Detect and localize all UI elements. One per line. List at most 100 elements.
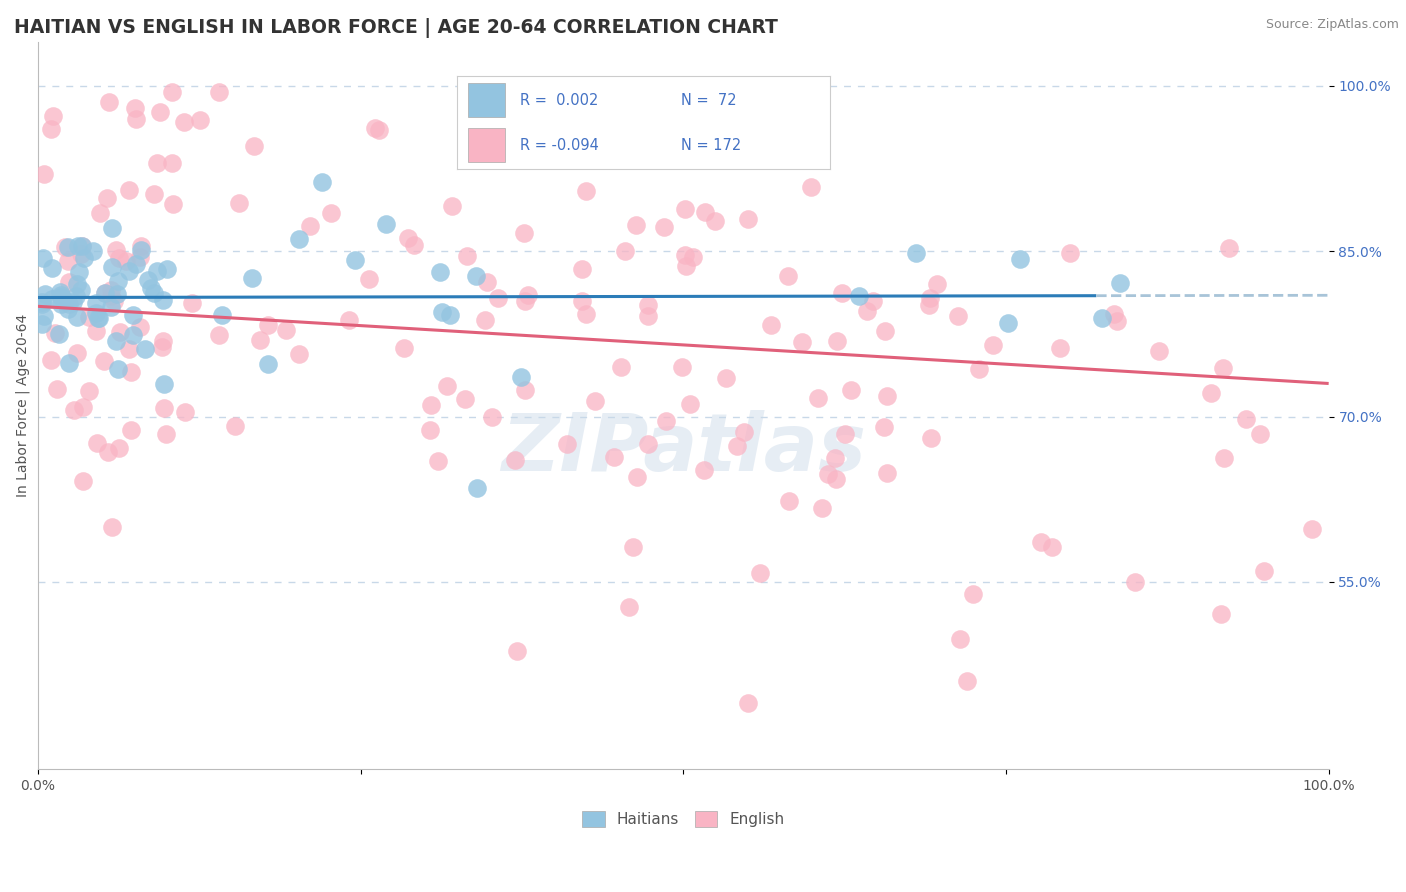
Y-axis label: In Labor Force | Age 20-64: In Labor Force | Age 20-64 <box>15 314 30 497</box>
Point <box>89 205 111 219</box>
Point <box>100 221 122 235</box>
Point <box>1091 310 1114 325</box>
Point <box>46 382 69 396</box>
Point <box>105 287 128 301</box>
Point <box>465 481 488 495</box>
Point <box>65 310 87 325</box>
Text: N =  72: N = 72 <box>681 93 737 108</box>
Point <box>56 254 79 268</box>
Point <box>946 309 969 323</box>
Point <box>759 318 782 332</box>
Point <box>41 293 63 307</box>
Point <box>737 212 759 227</box>
Point <box>129 320 152 334</box>
Point <box>62 294 84 309</box>
Point <box>873 420 896 434</box>
Point <box>652 219 675 234</box>
Point <box>84 324 107 338</box>
Point <box>101 520 124 534</box>
Point <box>949 632 972 647</box>
Point <box>162 197 184 211</box>
Point <box>617 600 640 615</box>
Point <box>67 265 90 279</box>
Point <box>475 275 498 289</box>
Point <box>613 244 636 258</box>
Point <box>1049 341 1071 355</box>
Point <box>86 295 108 310</box>
Text: HAITIAN VS ENGLISH IN LABOR FORCE | AGE 20-64 CORRELATION CHART: HAITIAN VS ENGLISH IN LABOR FORCE | AGE … <box>14 18 778 37</box>
Point <box>208 85 231 99</box>
Point <box>34 309 56 323</box>
Point <box>319 206 342 220</box>
Bar <box>468 83 505 117</box>
Point <box>1211 607 1233 621</box>
Point <box>160 85 183 99</box>
Point <box>97 95 120 109</box>
Point <box>419 423 441 437</box>
Point <box>82 244 104 259</box>
Point <box>117 183 139 197</box>
Point <box>150 340 173 354</box>
Point <box>108 441 131 455</box>
Point <box>39 121 62 136</box>
Point <box>228 196 250 211</box>
Point <box>671 359 693 374</box>
Point <box>174 405 197 419</box>
Point <box>41 260 63 275</box>
Point <box>1059 245 1081 260</box>
Point <box>69 247 91 261</box>
Point <box>855 303 877 318</box>
Point <box>839 384 862 398</box>
Point <box>100 289 122 303</box>
Point <box>190 112 212 127</box>
Point <box>453 392 475 406</box>
Point <box>208 327 231 342</box>
Point <box>981 338 1004 352</box>
Point <box>344 253 367 268</box>
Point <box>224 418 246 433</box>
Point <box>1249 427 1271 442</box>
Point <box>440 199 463 213</box>
Point <box>70 239 93 253</box>
Legend: Haitians, English: Haitians, English <box>582 811 785 827</box>
Point <box>456 249 478 263</box>
Point <box>1042 540 1064 554</box>
Point <box>58 275 80 289</box>
Point <box>357 272 380 286</box>
Point <box>48 326 70 341</box>
Point <box>49 290 72 304</box>
Point <box>682 250 704 264</box>
Point <box>673 248 696 262</box>
Point <box>120 423 142 437</box>
Point <box>34 286 56 301</box>
Point <box>58 240 80 254</box>
Point <box>825 334 848 348</box>
Point <box>160 156 183 170</box>
Point <box>173 115 195 129</box>
Point <box>49 287 72 301</box>
Point <box>66 277 89 292</box>
Point <box>583 393 606 408</box>
Point <box>575 307 598 321</box>
Point <box>575 184 598 198</box>
Point <box>1212 361 1234 376</box>
Point <box>58 301 80 316</box>
Point <box>63 402 86 417</box>
Point <box>430 304 453 318</box>
Point <box>725 439 748 453</box>
Point <box>128 250 150 264</box>
Point <box>181 296 204 310</box>
Point <box>692 463 714 477</box>
Point <box>1010 252 1032 267</box>
Text: R =  0.002: R = 0.002 <box>520 93 599 108</box>
Point <box>962 587 984 601</box>
Point <box>1213 450 1236 465</box>
Point <box>703 214 725 228</box>
Point <box>714 370 737 384</box>
Point <box>120 365 142 379</box>
Point <box>969 362 991 376</box>
Point <box>1147 344 1170 359</box>
Point <box>834 427 856 442</box>
Point <box>875 324 897 338</box>
Point <box>1234 412 1257 426</box>
